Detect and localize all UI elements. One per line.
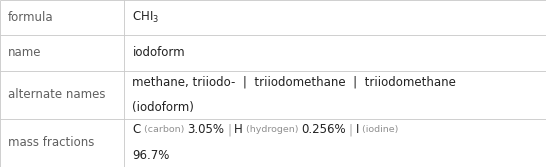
Text: formula: formula bbox=[8, 11, 54, 24]
Text: 3.05%: 3.05% bbox=[187, 123, 224, 136]
Text: (iodoform): (iodoform) bbox=[133, 101, 194, 114]
Text: 96.7%: 96.7% bbox=[133, 149, 170, 162]
Text: (hydrogen): (hydrogen) bbox=[243, 125, 301, 134]
Text: 0.256%: 0.256% bbox=[301, 123, 346, 136]
Text: |: | bbox=[349, 123, 353, 136]
Text: C: C bbox=[133, 123, 141, 136]
Text: methane, triiodo-  |  triiodomethane  |  triiodomethane: methane, triiodo- | triiodomethane | tri… bbox=[133, 75, 456, 88]
Text: alternate names: alternate names bbox=[8, 88, 105, 101]
Text: (carbon): (carbon) bbox=[141, 125, 187, 134]
Text: (iodine): (iodine) bbox=[359, 125, 399, 134]
Text: name: name bbox=[8, 46, 41, 59]
Text: H: H bbox=[234, 123, 243, 136]
Text: iodoform: iodoform bbox=[133, 46, 185, 59]
Text: mass fractions: mass fractions bbox=[8, 136, 94, 149]
Text: |: | bbox=[227, 123, 231, 136]
Text: I: I bbox=[356, 123, 359, 136]
Text: $\mathregular{CHI_3}$: $\mathregular{CHI_3}$ bbox=[133, 10, 159, 25]
